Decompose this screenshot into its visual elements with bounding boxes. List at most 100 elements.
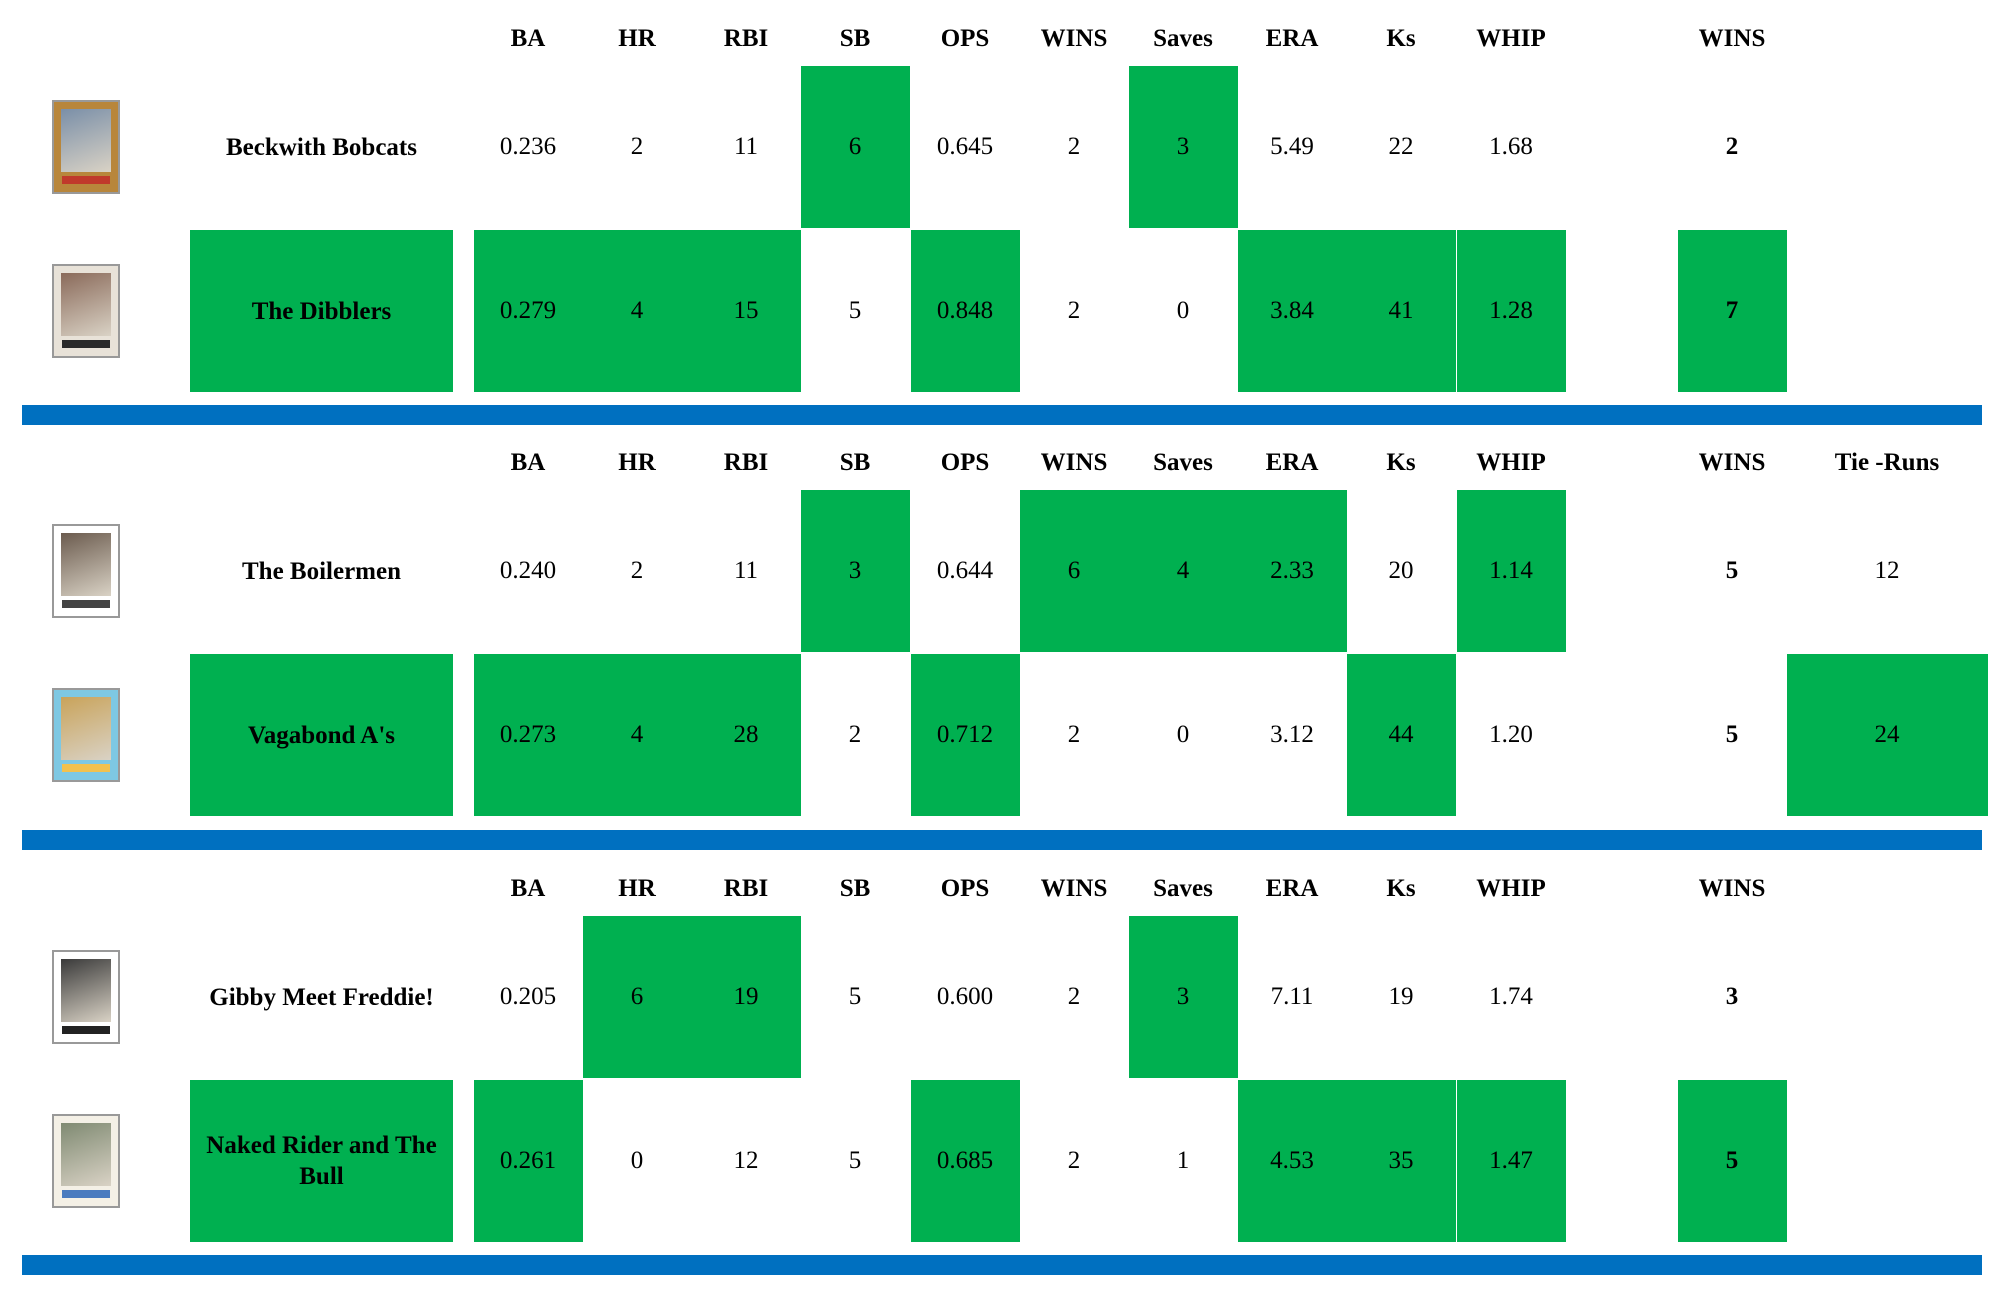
column-header: OPS [940,449,990,476]
stat-cell: 3.12 [1270,721,1314,748]
card-photo [61,109,111,172]
wins-header: WINS [1698,25,1766,52]
stat-cell: 22 [1388,133,1414,160]
column-header: SB [839,25,871,52]
stat-cell: 2 [1067,721,1081,748]
column-header: HR [618,449,656,476]
stat-cell: 2 [1067,1147,1081,1174]
column-header: WINS [1040,875,1108,902]
matchup-divider [22,405,1982,425]
column-header: WINS [1040,449,1108,476]
column-header: RBI [723,449,769,476]
stat-cell: 0 [1176,721,1190,748]
stat-cell: 0.645 [936,133,994,160]
matchup-block: BA HR RBI SB OPS WINS Saves ERA Ks WHIP WINS Tie -R… [0,436,2000,856]
column-header: WINS [1040,25,1108,52]
stat-cell: 4.53 [1237,1080,1347,1242]
matchup-divider [22,830,1982,850]
column-header: WHIP [1476,875,1546,902]
stat-cell: 2 [1067,133,1081,160]
stat-cell: 11 [733,557,759,584]
baseball-card-athletics-icon [52,688,120,782]
wins-header: WINS [1698,875,1766,902]
stat-cell: 44 [1346,654,1456,816]
stat-cell: 0.273 [473,654,583,816]
column-header: Saves [1153,449,1213,476]
matchup-divider [22,1255,1982,1275]
stat-cell: 28 [691,654,801,816]
stat-cell: 2 [1067,297,1081,324]
stat-cell: 1.28 [1456,230,1566,392]
stat-cell: 1 [1176,1147,1190,1174]
stat-cell: 0.600 [936,983,994,1010]
column-header: SB [839,449,871,476]
tie-runs-cell: 12 [1874,557,1900,584]
card-nameplate [62,176,110,184]
card-photo [61,959,111,1022]
stat-cell: 5 [848,983,862,1010]
wins-cell: 5 [1725,721,1739,748]
wins-cell: 3 [1725,983,1739,1010]
card-photo [61,697,111,760]
column-header: HR [618,875,656,902]
tie-runs-header: Tie -Runs [1834,449,1940,476]
stat-cell: 5 [848,1147,862,1174]
column-header: BA [510,25,546,52]
wins-header: WINS [1698,449,1766,476]
card-nameplate [62,764,110,772]
stat-cell: 41 [1346,230,1456,392]
column-header: Ks [1386,449,1416,476]
baseball-card-batter-icon [52,264,120,358]
stat-cell: 2.33 [1237,490,1347,652]
column-header: RBI [723,875,769,902]
column-header: OPS [940,25,990,52]
stat-cell: 5 [848,297,862,324]
tie-runs-cell: 24 [1786,654,1988,816]
baseball-card-pitcher-icon [52,100,120,194]
column-header: OPS [940,875,990,902]
stat-cell: 20 [1388,557,1414,584]
card-photo [61,533,111,596]
wins-cell: 7 [1677,230,1787,392]
stat-cell: 19 [691,916,801,1078]
stat-cell: 1.74 [1489,983,1533,1010]
column-header: Saves [1153,25,1213,52]
team-name: Gibby Meet Freddie! [209,983,434,1011]
wins-cell: 2 [1725,133,1739,160]
column-header: BA [510,875,546,902]
matchup-block: BA HR RBI SB OPS WINS Saves ERA Ks WHIP WINS Gibby … [0,862,2000,1282]
column-header: WHIP [1476,25,1546,52]
column-header: WHIP [1476,449,1546,476]
column-header: Ks [1386,25,1416,52]
stat-cell: 0.644 [936,557,994,584]
stat-cell: 0.261 [473,1080,583,1242]
column-header: HR [618,25,656,52]
team-name: Vagabond A's [190,654,453,816]
stat-cell: 2 [848,721,862,748]
card-photo [61,1123,111,1186]
stat-cell: 2 [630,557,644,584]
column-header: ERA [1265,25,1319,52]
team-name: The Dibblers [190,230,453,392]
stat-cell: 1.20 [1489,721,1533,748]
stat-cell: 7.11 [1270,983,1314,1010]
stat-cell: 0.205 [499,983,557,1010]
stat-cell: 0.848 [910,230,1020,392]
stat-cell: 0.236 [499,133,557,160]
stat-cell: 3 [1128,66,1238,228]
stat-cell: 0.712 [910,654,1020,816]
card-nameplate [62,1026,110,1034]
stat-cell: 11 [733,133,759,160]
stat-cell: 3 [800,490,910,652]
stat-cell: 2 [1067,983,1081,1010]
card-nameplate [62,340,110,348]
stat-cell: 0.240 [499,557,557,584]
column-header: Ks [1386,875,1416,902]
stat-cell: 2 [630,133,644,160]
stat-cell: 35 [1346,1080,1456,1242]
column-header: BA [510,449,546,476]
stat-cell: 3.84 [1237,230,1347,392]
stat-cell: 12 [733,1147,759,1174]
stat-cell: 6 [582,916,692,1078]
matchup-block: BA HR RBI SB OPS WINS Saves ERA Ks WHIP WINS Beckwi… [0,12,2000,432]
